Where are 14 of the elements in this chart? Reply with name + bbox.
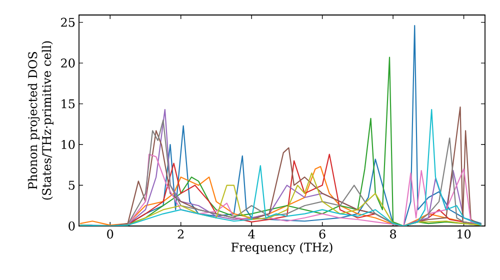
y-tick-label: 5: [68, 180, 75, 190]
y-tick-label: 15: [62, 99, 75, 108]
x-axis-title: Frequency (THz): [231, 242, 332, 254]
x-tick-label: 10: [458, 230, 471, 239]
x-tick-label: 4: [248, 230, 255, 238]
y-tick-label: 10: [62, 140, 75, 150]
y-tick-label: 25: [61, 18, 75, 27]
x-tick-label: 6: [319, 230, 326, 239]
x-tick-label: 8: [390, 230, 396, 239]
x-tick-label: 2: [178, 230, 184, 238]
y-tick-label: 0: [68, 221, 75, 231]
y-axis-title: Phonon projected DOS (States/THz·primitive cell): [28, 41, 54, 200]
x-tick-label: 0: [107, 230, 114, 239]
y-tick-label: 20: [61, 58, 75, 68]
